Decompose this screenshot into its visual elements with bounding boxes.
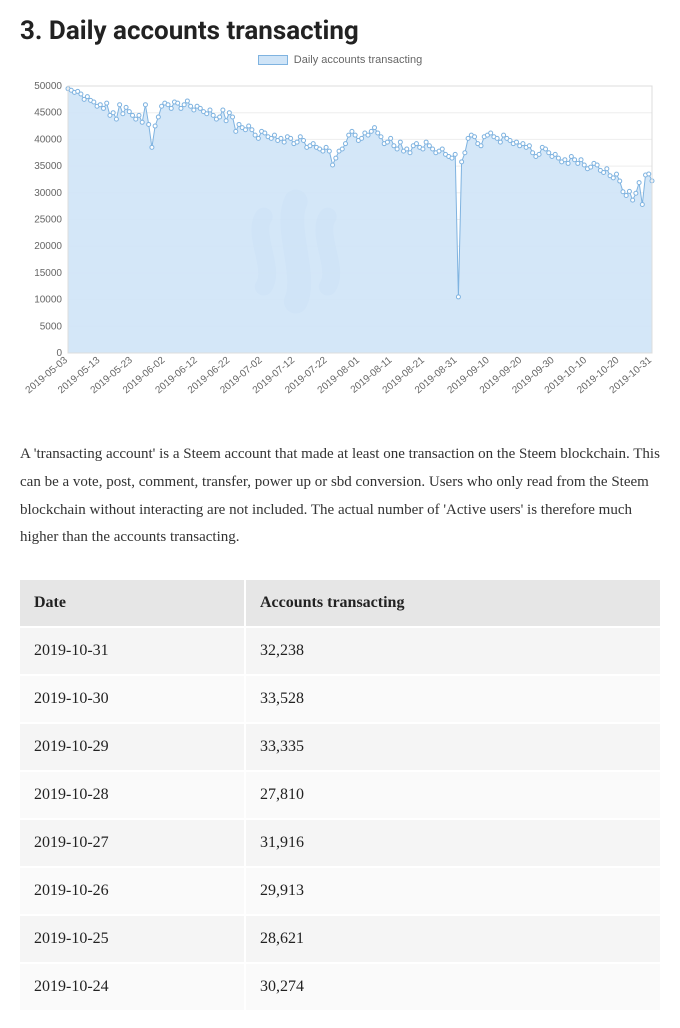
cell-value: 33,528 <box>246 676 660 722</box>
cell-date: 2019-10-29 <box>20 724 244 770</box>
cell-value: 27,810 <box>246 772 660 818</box>
accounts-table: Date Accounts transacting 2019-10-3132,2… <box>20 578 660 1012</box>
legend-label: Daily accounts transacting <box>294 54 422 66</box>
svg-text:15000: 15000 <box>34 268 62 279</box>
col-date: Date <box>20 580 244 626</box>
table-row: 2019-10-2827,810 <box>20 772 660 818</box>
svg-text:35000: 35000 <box>34 161 62 172</box>
description-paragraph: A 'transacting account' is a Steem accou… <box>20 441 660 552</box>
svg-text:40000: 40000 <box>34 134 62 145</box>
svg-text:20000: 20000 <box>34 241 62 252</box>
svg-text:30000: 30000 <box>34 188 62 199</box>
cell-value: 31,916 <box>246 820 660 866</box>
col-accounts: Accounts transacting <box>246 580 660 626</box>
table-row: 2019-10-3033,528 <box>20 676 660 722</box>
cell-date: 2019-10-24 <box>20 964 244 1010</box>
svg-text:25000: 25000 <box>34 215 62 226</box>
legend-swatch <box>258 55 288 65</box>
section-heading: 3. Daily accounts transacting <box>20 16 660 46</box>
table-row: 2019-10-2430,274 <box>20 964 660 1010</box>
cell-date: 2019-10-26 <box>20 868 244 914</box>
table-header-row: Date Accounts transacting <box>20 580 660 626</box>
cell-value: 33,335 <box>246 724 660 770</box>
svg-text:10000: 10000 <box>34 295 62 306</box>
table-row: 2019-10-2933,335 <box>20 724 660 770</box>
table-row: 2019-10-3132,238 <box>20 628 660 674</box>
svg-text:45000: 45000 <box>34 108 62 119</box>
cell-value: 28,621 <box>246 916 660 962</box>
cell-date: 2019-10-30 <box>20 676 244 722</box>
table-row: 2019-10-2731,916 <box>20 820 660 866</box>
cell-value: 29,913 <box>246 868 660 914</box>
svg-text:5000: 5000 <box>40 321 63 332</box>
cell-value: 32,238 <box>246 628 660 674</box>
chart-legend: Daily accounts transacting <box>20 54 660 66</box>
cell-date: 2019-10-25 <box>20 916 244 962</box>
cell-date: 2019-10-28 <box>20 772 244 818</box>
accounts-chart: Daily accounts transacting 0500010000150… <box>20 54 660 413</box>
table-row: 2019-10-2528,621 <box>20 916 660 962</box>
table-row: 2019-10-2629,913 <box>20 868 660 914</box>
cell-date: 2019-10-31 <box>20 628 244 674</box>
svg-text:50000: 50000 <box>34 81 62 92</box>
cell-date: 2019-10-27 <box>20 820 244 866</box>
cell-value: 30,274 <box>246 964 660 1010</box>
chart-svg: 0500010000150002000025000300003500040000… <box>20 68 660 408</box>
